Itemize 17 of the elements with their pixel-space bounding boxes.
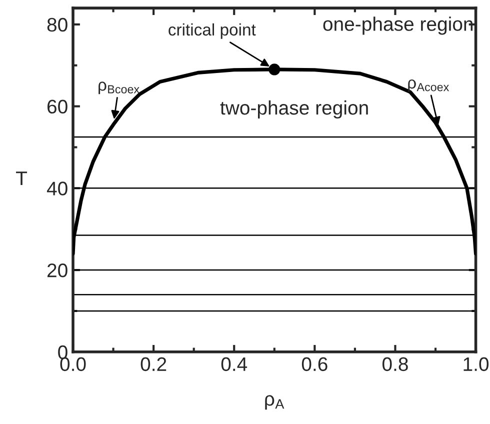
x-axis-title: ρ$_{A}$ (265, 395, 284, 410)
annotation: ρ$_{Acoex}$ (408, 79, 450, 92)
annotation: two-phase region (220, 100, 368, 119)
y-tick-label: 60 (48, 100, 68, 114)
y-tick-label: 20 (48, 264, 68, 278)
y-axis-title: T (16, 172, 28, 186)
annotation: one-phase region (323, 16, 473, 35)
y-tick-label: 40 (46, 182, 68, 196)
x-tick-label: 0.6 (302, 357, 328, 372)
annotation: critical point (168, 23, 256, 39)
x-tick-label: 0.8 (382, 357, 408, 372)
x-tick-label: 0.0 (60, 357, 86, 372)
x-tick-label: 0.2 (140, 357, 166, 372)
annotation: ρ$_{Bcoex}$ (98, 82, 140, 94)
y-tick-label: 80 (47, 18, 68, 32)
x-tick-label: 0.4 (221, 357, 248, 372)
x-tick-label: 1.0 (464, 357, 489, 372)
